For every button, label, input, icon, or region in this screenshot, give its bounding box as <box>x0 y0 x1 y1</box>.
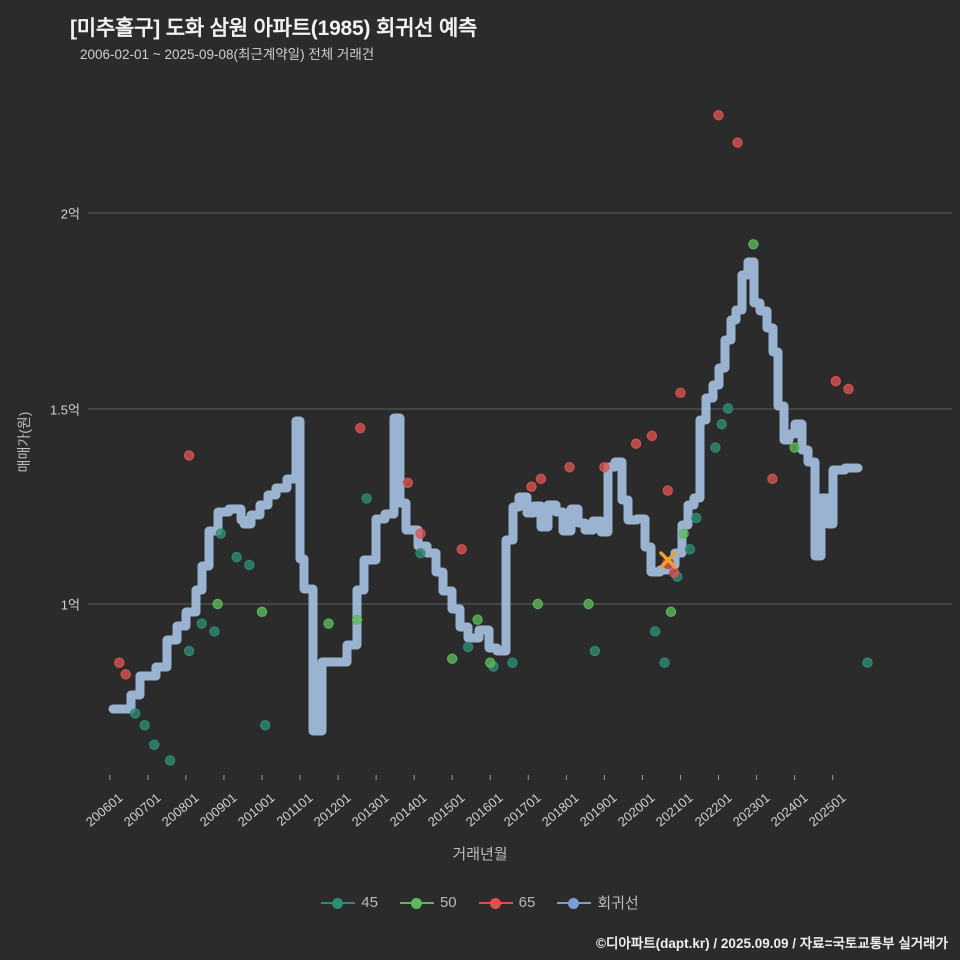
data-point-65 <box>713 110 724 121</box>
data-point-45 <box>659 657 670 668</box>
data-point-45 <box>507 657 518 668</box>
legend-item-45[interactable]: 45 <box>321 894 378 911</box>
data-point-65 <box>456 544 467 555</box>
x-axis-title: 거래년월 <box>452 846 508 863</box>
legend-label: 회귀선 <box>597 895 639 912</box>
data-point-50 <box>748 239 759 250</box>
gridlines <box>88 212 952 605</box>
legend-swatch-icon <box>557 896 592 910</box>
data-point-50 <box>485 657 496 668</box>
data-point-65 <box>662 485 673 496</box>
legend-swatch-icon <box>478 896 513 910</box>
series-points-65 <box>114 110 854 680</box>
data-point-65 <box>120 669 131 680</box>
data-point-65 <box>843 383 854 395</box>
data-point-65 <box>526 481 537 492</box>
legend-swatch-icon <box>321 896 356 910</box>
data-point-45 <box>209 626 220 637</box>
highlight-x-icon <box>659 551 677 569</box>
data-point-45 <box>716 418 727 430</box>
data-point-65 <box>767 473 778 485</box>
data-point-50 <box>351 614 363 625</box>
data-point-50 <box>678 528 689 539</box>
chart-legend: 45 50 65 회귀선 <box>0 892 960 913</box>
legend-label: 45 <box>361 894 378 911</box>
data-point-45 <box>722 403 734 414</box>
data-point-45 <box>139 720 150 731</box>
data-point-65 <box>830 375 842 387</box>
data-point-50 <box>532 598 544 610</box>
data-point-50 <box>583 598 594 610</box>
highlight-dot <box>662 557 674 569</box>
data-point-45 <box>129 708 141 719</box>
data-point-45 <box>259 720 271 731</box>
footer-credit: ©디아파트(dapt.kr) / 2025.09.09 / 자료=국토교통부 실… <box>596 936 948 951</box>
legend-item-65[interactable]: 65 <box>478 894 536 911</box>
regression-line <box>108 257 863 736</box>
legend-label: 50 <box>439 894 457 911</box>
regression-line-path <box>108 257 863 736</box>
data-point-65 <box>599 461 610 473</box>
data-point-45 <box>244 559 255 571</box>
data-point-65 <box>630 438 642 449</box>
y-tick-label: 2억 <box>60 206 80 222</box>
data-point-65 <box>535 473 547 485</box>
data-point-65 <box>732 137 743 148</box>
y-tick-label: 1억 <box>60 597 80 613</box>
data-point-45 <box>415 547 426 559</box>
data-point-45 <box>196 618 207 629</box>
data-point-45 <box>231 551 242 563</box>
data-point-50 <box>212 598 223 610</box>
y-tick-label: 1.5억 <box>49 402 80 418</box>
legend-label: 65 <box>518 894 536 911</box>
data-point-65 <box>675 387 686 399</box>
data-point-45 <box>215 528 226 539</box>
data-point-45 <box>164 755 176 766</box>
data-point-45 <box>691 512 702 524</box>
data-point-50 <box>256 606 268 618</box>
data-point-45 <box>862 657 873 668</box>
data-point-45 <box>710 442 721 453</box>
data-point-65 <box>646 430 658 442</box>
legend-swatch-icon <box>399 896 434 910</box>
data-point-45 <box>649 626 661 637</box>
data-point-65 <box>114 657 125 668</box>
series-points-45 <box>129 403 873 766</box>
highlight-marker <box>659 551 677 569</box>
data-point-50 <box>665 606 677 618</box>
page-title: [미추홀구] 도화 삼원 아파트(1985) 회귀선 예측 <box>70 17 478 40</box>
data-point-65 <box>402 477 414 488</box>
y-axis-title: 매매가(원) <box>16 411 32 473</box>
data-point-65 <box>415 528 426 539</box>
y-axis-ticks: 1억 1.5억 2억 <box>0 0 80 960</box>
data-point-50 <box>472 614 483 625</box>
data-point-45 <box>361 493 372 504</box>
data-point-50 <box>447 653 458 664</box>
data-point-65 <box>668 567 680 578</box>
data-point-45 <box>589 645 601 657</box>
data-point-45 <box>149 739 160 750</box>
data-point-65 <box>355 422 366 434</box>
series-points-50 <box>212 239 800 668</box>
x-tick-marks <box>109 775 834 780</box>
data-point-50 <box>789 442 800 453</box>
legend-item-50[interactable]: 50 <box>399 894 457 911</box>
data-point-45 <box>462 641 474 653</box>
data-point-65 <box>183 450 195 461</box>
chart-subtitle: 2006-02-01 ~ 2025-09-08(최근계약일) 전체 거래건 <box>80 47 375 62</box>
data-point-50 <box>323 618 334 629</box>
data-point-45 <box>183 645 195 657</box>
data-point-45 <box>684 544 696 555</box>
data-point-65 <box>564 461 575 473</box>
legend-item-회귀선[interactable]: 회귀선 <box>557 892 639 913</box>
